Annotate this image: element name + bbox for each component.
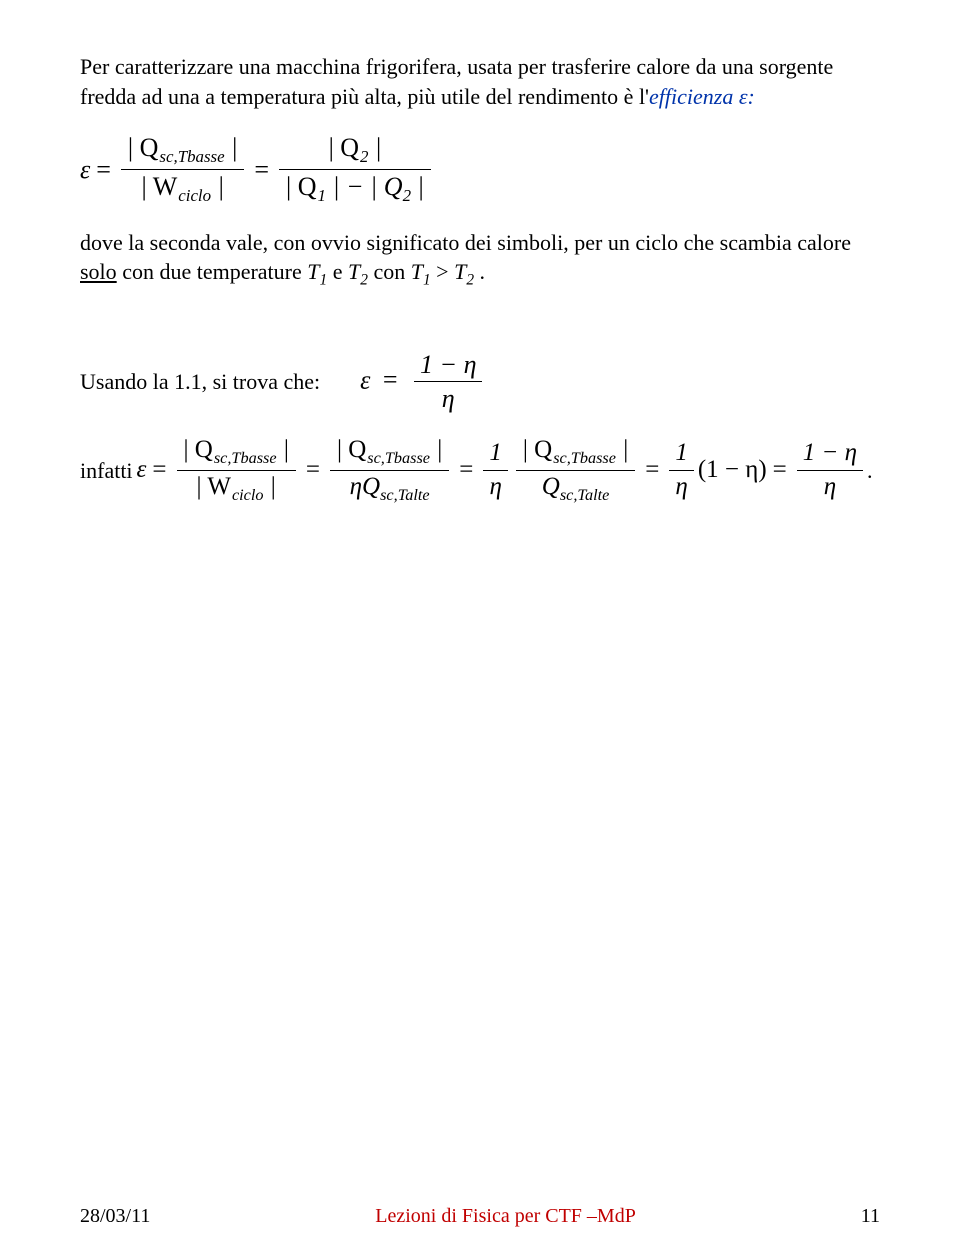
l4-f5d: η [818,473,842,502]
p2-rl: T [411,259,423,284]
eq1-f1-den-b: | [211,172,225,201]
eq1-f2-num-sub: 2 [360,148,368,167]
l4-f1-ns: sc,Tbasse [214,449,277,467]
l4-f1-de: | [264,473,277,500]
line-derivation: infatti ε = | Qsc,Tbasse | | Wciclo | = … [80,436,880,504]
l4-f4d: η [669,473,693,502]
p2-post1: con due temperature [117,259,308,284]
l4-f3-na: | Q [522,436,553,463]
l4-e4: = [639,456,665,484]
eq1-f1-den-sub: ciclo [178,186,211,205]
l4-f1-na: | Q [183,436,214,463]
line-using: Usando la 1.1, si trova che: ε = 1 − η η [80,350,880,415]
p2-T2s: 2 [360,272,368,289]
p2-with: con [368,259,411,284]
l4-e2: = [300,456,326,484]
eq1-f1-num-sub: sc,Tbasse [159,148,224,167]
para1-post: : [748,84,755,109]
l4-f2-ns: sc,Tbasse [367,449,430,467]
eq1-f2-den-a: | Q [285,172,317,201]
p2-solo: solo [80,259,117,284]
l4-f1-ne: | [277,436,290,463]
l4-f2: | Qsc,Tbasse | ηQsc,Talte [330,436,449,504]
l4-e3: = [453,456,479,484]
eq1-f1-den-a: | W [140,172,178,201]
footer: 28/03/11 Lezioni di Fisica per CTF –MdP … [80,1205,880,1228]
eq1-f2-den-bsub: 2 [403,186,411,205]
l3-num: 1 − η [414,350,482,380]
eq1-f2-den-end: | [411,172,425,201]
l4-eps: ε [137,456,147,484]
l4-f5: 1 − η η [797,439,863,502]
p2-T2: T [348,259,360,284]
eq1-f2-den-asub: 1 [318,186,326,205]
l4-f5n: 1 − η [797,439,863,468]
l4-paren: (1 − η) [698,456,767,484]
l4-f1-ds: ciclo [232,486,264,504]
eq1-f1-num-b: | [225,133,239,162]
l4-f3cd: η [483,473,507,502]
eq1-eq2: = [248,155,275,185]
l3-frac: 1 − η η [414,350,482,415]
footer-date: 28/03/11 [80,1205,150,1228]
paragraph-note: dove la seconda vale, con ovvio signific… [80,228,880,292]
p2-gt: > [431,259,454,284]
l3-text: Usando la 1.1, si trova che: [80,367,320,397]
p2-dot: . [474,259,485,284]
l4-f2-da: ηQ [350,473,380,500]
p2-rrs: 2 [466,272,474,289]
p2-and: e [327,259,348,284]
paragraph-intro: Per caratterizzare una macchina frigorif… [80,52,880,111]
p2-rls: 1 [423,272,431,289]
l4-f3-ds: sc,Talte [560,486,610,504]
l4-f3-ne: | [616,436,629,463]
l4-f1-da: | W [196,473,232,500]
para1-eps: ε [739,84,748,109]
p2-pre: dove la seconda vale, con ovvio signific… [80,230,851,255]
l4-f3cn: 1 [483,439,508,468]
l4-f3: | Qsc,Tbasse | Qsc,Talte [516,436,635,504]
l4-f3-ns: sc,Tbasse [553,449,616,467]
l4-f2-ds: sc,Talte [380,486,430,504]
l4-f1: | Qsc,Tbasse | | Wciclo | [177,436,296,504]
footer-page: 11 [861,1205,880,1228]
eq1-frac1: | Qsc,Tbasse | | Wciclo | [121,133,244,205]
l3-eq: = [377,365,404,394]
eq1-f2-num-b: | [369,133,383,162]
p2-T1: T [307,259,319,284]
l4-f4: 1 η [669,439,694,502]
l4-e1: = [146,456,172,484]
l3-eps: ε [360,365,370,394]
eq1-eq1: = [90,155,117,185]
eq1-frac2: | Q2 | | Q1 | − | Q2 | [279,133,431,205]
l4-f4n: 1 [669,439,694,468]
page: Per caratterizzare una macchina frigorif… [0,0,960,1258]
l4-f3-da: Q [542,473,560,500]
l4-f3coeff: 1 η [483,439,508,502]
l4-dot: . [867,456,873,486]
p2-rr: T [454,259,466,284]
eq1-f1-num-a: | Q [127,133,159,162]
eq1-f2-den-mid: | − | Q [326,172,403,201]
footer-title: Lezioni di Fisica per CTF –MdP [375,1205,636,1228]
l4-e5: = [767,456,793,484]
eq1-eps: ε [80,155,90,185]
l3-den: η [436,384,461,414]
para1-term: efficienza [649,84,739,109]
l4-lead: infatti [80,456,133,486]
equation-efficiency: ε = | Qsc,Tbasse | | Wciclo | = | Q2 | |… [80,133,880,205]
l4-f2-ne: | [430,436,443,463]
eq1-f2-num-a: | Q [328,133,360,162]
l4-f2-na: | Q [336,436,367,463]
